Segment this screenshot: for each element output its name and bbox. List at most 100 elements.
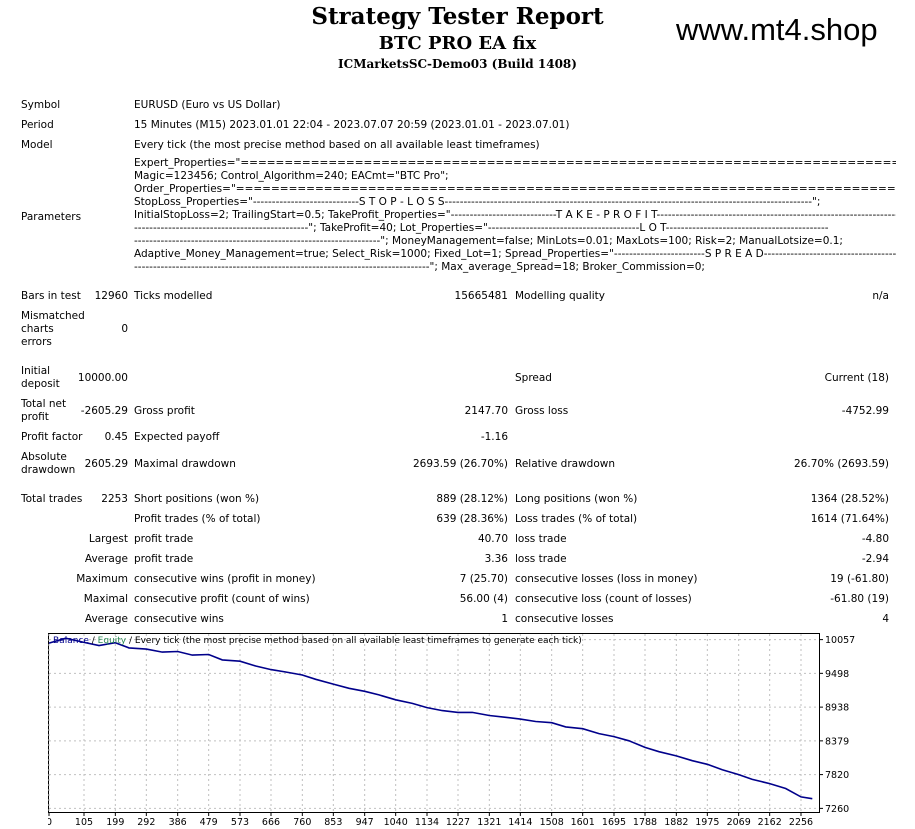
y-tick-label: 10057 <box>825 635 855 646</box>
maximal-label: Maximal <box>83 593 128 605</box>
average-profit-label: profit trade <box>134 553 194 565</box>
legend-caption: / Every tick (the most precise method ba… <box>126 636 582 646</box>
x-tick-label: 1788 <box>633 817 657 828</box>
model-value: Every tick (the most precise method base… <box>134 139 540 151</box>
avg-consec-wins-value: 1 <box>501 613 508 625</box>
mismatch-label-1: Mismatched <box>21 310 85 322</box>
chart-legend: Balance / Equity / Every tick (the most … <box>53 636 582 646</box>
mismatch-label-3: errors <box>21 336 52 348</box>
watermark[interactable]: www.mt4.shop <box>676 12 878 47</box>
netprofit-value: -2605.29 <box>80 405 128 417</box>
chart-frame <box>48 633 820 813</box>
payoff-label: Expected payoff <box>134 431 220 443</box>
long-value: 1364 (28.52%) <box>810 493 889 505</box>
x-tick-label: 1975 <box>695 817 719 828</box>
x-tick-label: 1227 <box>446 817 470 828</box>
x-tick-label: 1601 <box>571 817 595 828</box>
period-label: Period <box>21 119 54 131</box>
symbol-label: Symbol <box>21 99 61 111</box>
ltrades-value: 1614 (71.64%) <box>810 513 889 525</box>
max-consec-losses-value: 19 (-61.80) <box>830 573 889 585</box>
netprofit-label-2: profit <box>21 411 49 423</box>
x-tick-label: 666 <box>262 817 280 828</box>
server-info: ICMarketsSC-Demo03 (Build 1408) <box>338 57 577 71</box>
ptrades-value: 639 (28.36%) <box>436 513 508 525</box>
long-label: Long positions (won %) <box>515 493 638 505</box>
deposit-label-2: deposit <box>21 378 60 390</box>
quality-value: n/a <box>872 290 889 302</box>
largest-loss-label: loss trade <box>515 533 567 545</box>
absdd-label-1: Absolute <box>21 451 67 463</box>
average-loss-label: loss trade <box>515 553 567 565</box>
x-tick-label: 1508 <box>540 817 564 828</box>
y-tick-label: 9498 <box>825 669 849 680</box>
chart-grid <box>48 634 819 812</box>
largest-profit-label: profit trade <box>134 533 194 545</box>
x-tick-label: 853 <box>324 817 342 828</box>
x-tick-label: 1414 <box>508 817 532 828</box>
spread-label: Spread <box>515 372 552 384</box>
max-consec-losses-label: consecutive losses (loss in money) <box>515 573 698 585</box>
avg-consec-losses-value: 4 <box>882 613 889 625</box>
parameter-line: Order_Properties="======================… <box>134 183 896 195</box>
max-consec-profit-value: 56.00 (4) <box>459 593 508 605</box>
spread-value: Current (18) <box>824 372 889 384</box>
grossprofit-value: 2147.70 <box>464 405 508 417</box>
parameter-line: Adaptive_Money_Management=true; Select_R… <box>134 248 896 260</box>
x-tick-label: 199 <box>106 817 124 828</box>
avg-consec-losses-label: consecutive losses <box>515 613 614 625</box>
largest-loss-value: -4.80 <box>861 533 889 545</box>
parameter-line: Expert_Properties="=====================… <box>134 157 896 169</box>
max-consec-profit-label: consecutive profit (count of wins) <box>134 593 310 605</box>
average-label: Average <box>84 553 128 565</box>
x-tick-label: 1695 <box>602 817 626 828</box>
max-consec-wins-value: 7 (25.70) <box>459 573 508 585</box>
ltrades-label: Loss trades (% of total) <box>515 513 638 525</box>
mismatch-label-2: charts <box>21 323 54 335</box>
x-tick-label: 760 <box>293 817 311 828</box>
x-tick-label: 573 <box>231 817 249 828</box>
deposit-value: 10000.00 <box>77 372 128 384</box>
maximum-label: Maximum <box>76 573 128 585</box>
x-tick-label: 1882 <box>664 817 688 828</box>
ticks-value: 15665481 <box>454 290 508 302</box>
x-tick-label: 1321 <box>477 817 501 828</box>
largest-label: Largest <box>88 533 128 545</box>
avg-consec-wins-label: consecutive wins <box>134 613 224 625</box>
y-tick-label: 7260 <box>825 804 849 815</box>
netprofit-label-1: Total net <box>21 398 67 410</box>
max-consec-loss-label: consecutive loss (count of losses) <box>515 593 692 605</box>
x-tick-label: 1134 <box>415 817 439 828</box>
x-tick-label: 386 <box>169 817 187 828</box>
grossloss-label: Gross loss <box>515 405 569 417</box>
average-profit-value: 3.36 <box>484 553 508 565</box>
pf-value: 0.45 <box>104 431 128 443</box>
period-value: 15 Minutes (M15) 2023.01.01 22:04 - 2023… <box>134 119 570 131</box>
average-consec-label: Average <box>84 613 128 625</box>
x-tick-label: 0 <box>48 817 52 828</box>
absdd-value: 2605.29 <box>84 458 128 470</box>
symbol-value: EURUSD (Euro vs US Dollar) <box>134 99 281 111</box>
balance-chart: 10057 9498 8938 8379 7820 7260 0 105 199 292 386 4… <box>48 633 893 828</box>
parameter-line: Magic=123456; Control_Algorithm=240; EAC… <box>134 170 449 182</box>
ea-name: BTC PRO EA fix <box>378 33 537 54</box>
x-tick-label: 2162 <box>758 817 782 828</box>
max-consec-wins-label: consecutive wins (profit in money) <box>134 573 316 585</box>
absdd-label-2: drawdown <box>21 464 76 476</box>
reldd-value: 26.70% (2693.59) <box>794 458 889 470</box>
average-loss-value: -2.94 <box>861 553 889 565</box>
parameters-value: Expert_Properties="=====================… <box>134 157 896 274</box>
trades-label: Total trades <box>21 493 83 505</box>
maxdd-label: Maximal drawdown <box>134 458 236 470</box>
y-tick-label: 8938 <box>825 703 849 714</box>
balance-chart-svg: 10057 9498 8938 8379 7820 7260 0 105 199 292 386 4… <box>48 633 855 828</box>
x-tick-label: 947 <box>356 817 374 828</box>
y-tick-label: 7820 <box>825 770 849 781</box>
parameter-line: ----------------------------------------… <box>134 261 705 273</box>
y-tick-label: 8379 <box>825 736 849 747</box>
parameter-line: ----------------------------------------… <box>134 235 843 247</box>
x-axis-ticks: 0 105 199 292 386 479 573 666 760 853 947 1040 1134 1… <box>48 812 813 828</box>
deposit-label-1: Initial <box>21 365 51 377</box>
model-label: Model <box>21 139 53 151</box>
report-title: Strategy Tester Report <box>311 3 604 30</box>
